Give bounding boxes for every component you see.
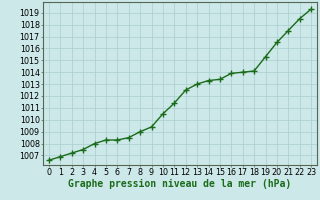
X-axis label: Graphe pression niveau de la mer (hPa): Graphe pression niveau de la mer (hPa)	[68, 179, 292, 189]
